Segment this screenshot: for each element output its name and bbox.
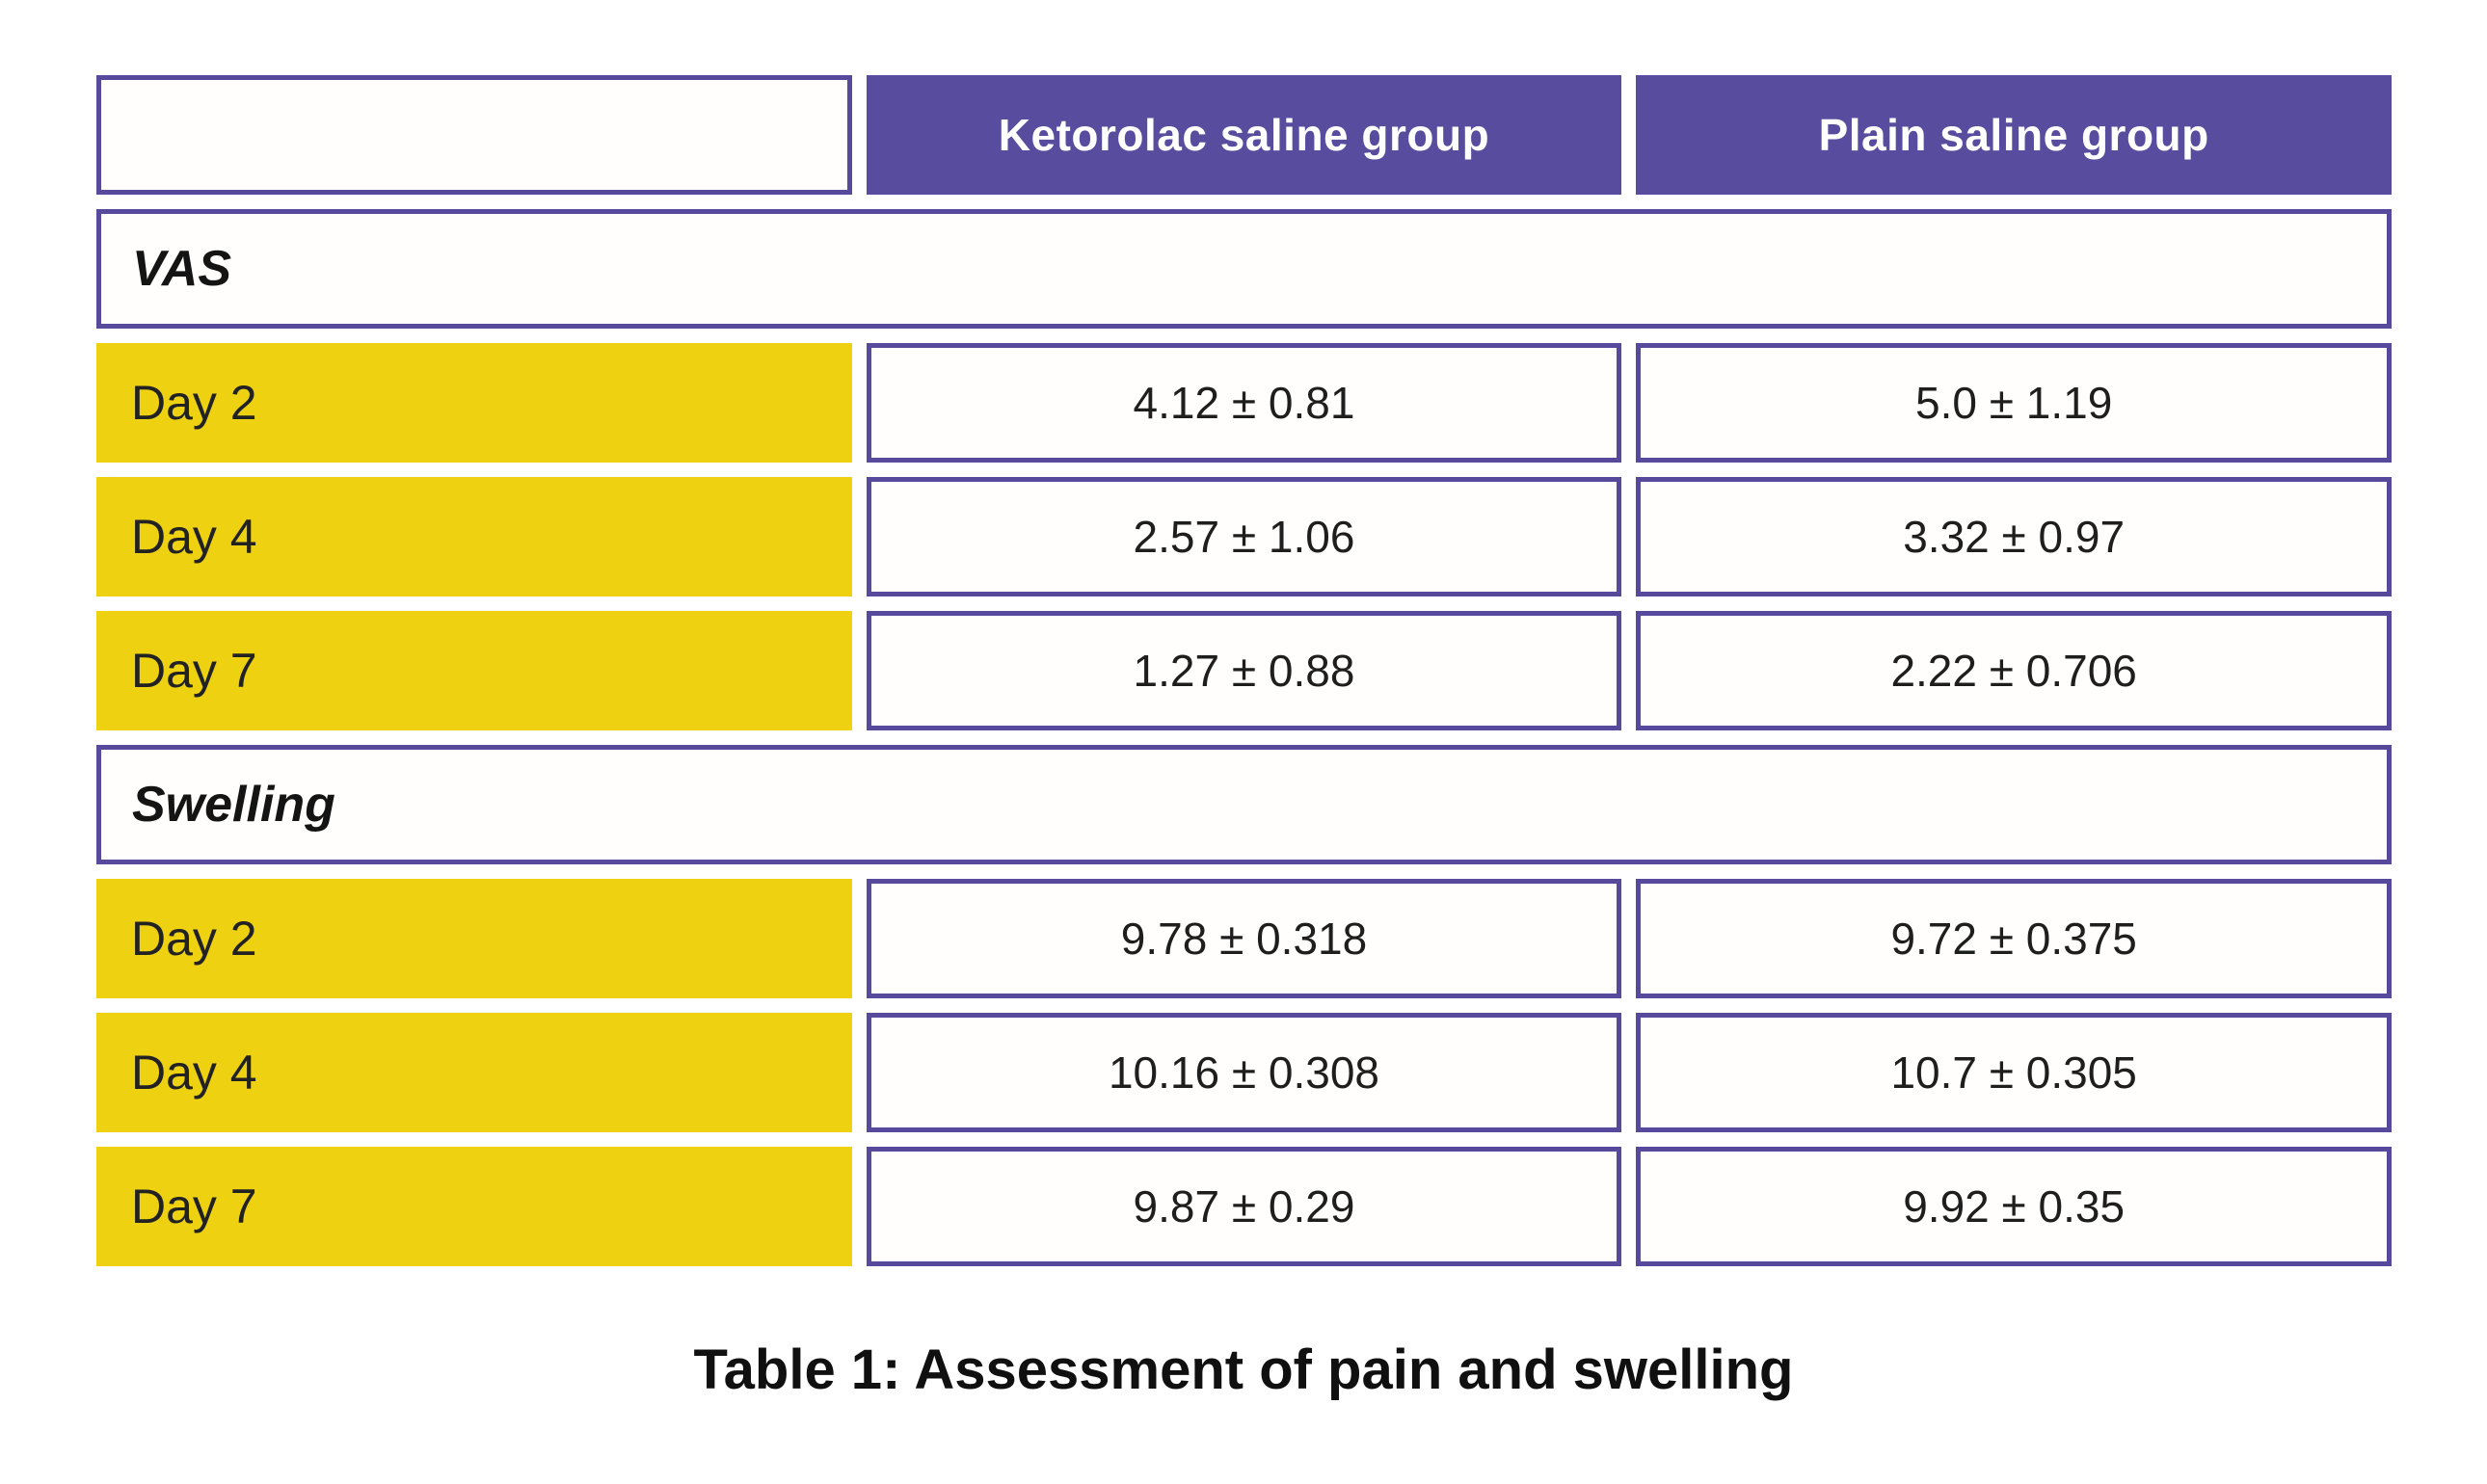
header-empty-cell <box>96 75 852 195</box>
row-label-vas-day4: Day 4 <box>96 477 852 596</box>
value-swelling-day7-plain: 9.92 ± 0.35 <box>1636 1147 2392 1266</box>
column-header-plain: Plain saline group <box>1636 75 2392 195</box>
value-swelling-day4-ketorolac: 10.16 ± 0.308 <box>866 1013 1622 1132</box>
row-label-vas-day7: Day 7 <box>96 611 852 730</box>
value-vas-day7-ketorolac: 1.27 ± 0.88 <box>866 611 1622 730</box>
value-vas-day4-plain: 3.32 ± 0.97 <box>1636 477 2392 596</box>
assessment-table: Ketorolac saline group Plain saline grou… <box>96 75 2392 1266</box>
row-label-swelling-day7: Day 7 <box>96 1147 852 1266</box>
value-swelling-day4-plain: 10.7 ± 0.305 <box>1636 1013 2392 1132</box>
value-swelling-day7-ketorolac: 9.87 ± 0.29 <box>866 1147 1622 1266</box>
value-vas-day7-plain: 2.22 ± 0.706 <box>1636 611 2392 730</box>
value-vas-day4-ketorolac: 2.57 ± 1.06 <box>866 477 1622 596</box>
row-label-vas-day2: Day 2 <box>96 343 852 463</box>
value-vas-day2-ketorolac: 4.12 ± 0.81 <box>866 343 1622 463</box>
value-swelling-day2-ketorolac: 9.78 ± 0.318 <box>866 879 1622 998</box>
table-caption: Table 1: Assessment of pain and swelling <box>693 1338 1794 1401</box>
section-header-swelling: Swelling <box>96 745 2392 864</box>
row-label-swelling-day2: Day 2 <box>96 879 852 998</box>
value-vas-day2-plain: 5.0 ± 1.19 <box>1636 343 2392 463</box>
row-label-swelling-day4: Day 4 <box>96 1013 852 1132</box>
value-swelling-day2-plain: 9.72 ± 0.375 <box>1636 879 2392 998</box>
column-header-ketorolac: Ketorolac saline group <box>866 75 1622 195</box>
section-header-vas: VAS <box>96 209 2392 329</box>
